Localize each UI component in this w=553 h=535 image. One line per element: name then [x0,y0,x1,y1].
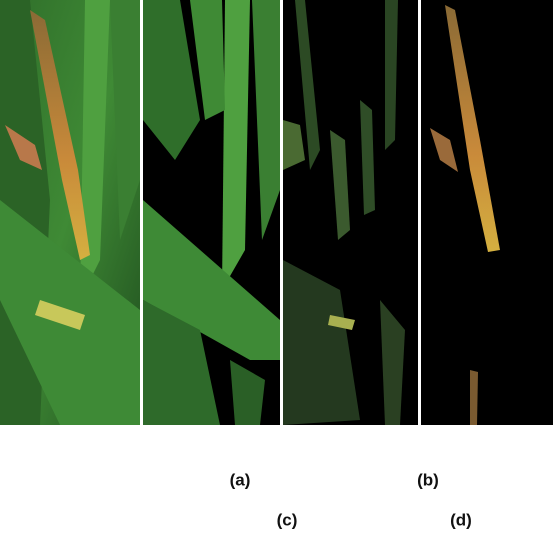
panel-label: (a) [230,470,251,489]
panel-d [421,0,553,425]
panel-label: (c) [277,510,298,529]
panel-a [0,0,140,425]
panel-c [283,0,418,425]
panel-label: (b) [417,470,439,489]
panel-label: (d) [450,510,472,529]
panel-b [143,0,280,425]
figure: (a) (b) (c) (d) [0,0,553,535]
